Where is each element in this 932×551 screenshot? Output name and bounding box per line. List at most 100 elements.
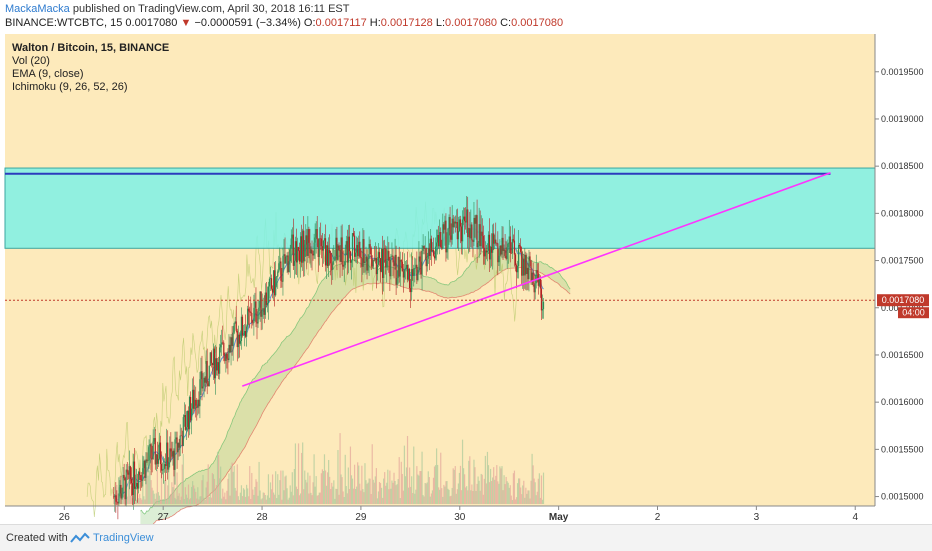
candle-body (323, 238, 326, 241)
legend-ema[interactable]: EMA (9, close) (12, 68, 84, 80)
volume-bar (184, 487, 186, 504)
y-tick-label: 0.0015500 (881, 444, 924, 454)
candle-body (233, 322, 235, 333)
volume-bar (386, 482, 388, 504)
candle-body (418, 256, 420, 270)
volume-bar (400, 461, 402, 504)
candle-body (157, 458, 159, 464)
candle-body (135, 482, 138, 487)
candle-body (443, 224, 445, 230)
volume-bar (372, 479, 374, 504)
candle-body (479, 224, 481, 247)
candle-body (176, 437, 178, 453)
candle-body (392, 255, 394, 263)
volume-bar (353, 464, 356, 504)
volume-bar (185, 494, 188, 504)
candle-body (215, 358, 218, 371)
volume-bar (258, 461, 260, 504)
candle-body (452, 218, 454, 228)
candle-body (284, 254, 286, 264)
candle-body (189, 397, 192, 421)
volume-bar (371, 444, 373, 504)
volume-bar (205, 487, 207, 504)
volume-bar (415, 489, 417, 504)
candle-body (432, 249, 435, 256)
volume-bar (195, 491, 197, 504)
candle-body (194, 399, 196, 409)
author-link[interactable]: MackaMacka (5, 3, 70, 15)
candle-body (123, 474, 125, 479)
candle-body (268, 278, 271, 287)
volume-bar (198, 499, 200, 504)
candle-body (168, 462, 170, 470)
candle-body (257, 311, 259, 324)
legend-ichimoku[interactable]: Ichimoku (9, 26, 52, 26) (12, 81, 128, 93)
candle-body (534, 283, 536, 293)
candles-layer (113, 195, 545, 520)
plot-background (5, 34, 875, 506)
candle-body (287, 255, 289, 273)
volume-bar (220, 466, 222, 504)
candle-body (132, 461, 135, 496)
candle-body (256, 322, 258, 324)
volume-bar (542, 472, 545, 504)
volume-bar (408, 467, 411, 504)
y-tick-label: 0.0015000 (881, 492, 924, 502)
volume-bar (267, 474, 270, 504)
candle-body (532, 272, 534, 286)
legend-volume[interactable]: Vol (20) (12, 55, 50, 67)
volume-bar (441, 488, 443, 504)
volume-bar (512, 473, 515, 504)
volume-bar (491, 481, 493, 504)
tradingview-logo-icon[interactable] (70, 532, 90, 544)
volume-bar (233, 465, 235, 504)
candle-body (375, 257, 377, 275)
candle-body (410, 288, 412, 293)
volume-bar (376, 498, 379, 504)
volume-bar (222, 488, 224, 504)
y-axis[interactable]: 0.0015000 0.0015500 0.0016000 0.0016500 0.00… (875, 67, 924, 502)
volume-bar (126, 496, 128, 504)
volume-bar (262, 492, 264, 504)
volume-bar (265, 499, 267, 504)
volume-bar (159, 499, 162, 504)
candle-body (349, 251, 352, 263)
volume-bar (477, 476, 479, 504)
volume-bar (290, 491, 292, 504)
candle-body (329, 250, 331, 253)
volume-bar (289, 485, 291, 504)
candle-body (291, 234, 293, 239)
close-label: C: (500, 17, 512, 29)
candle-body (280, 261, 282, 281)
volume-bar (283, 490, 285, 504)
volume-bar (523, 480, 525, 504)
volume-bar (506, 481, 508, 504)
candle-body (134, 486, 137, 489)
candle-body (357, 245, 359, 257)
candle-body (310, 249, 312, 254)
candle-body (283, 254, 285, 256)
volume-bar (206, 481, 208, 504)
candle-body (117, 502, 119, 504)
volume-bar (448, 489, 450, 504)
volume-bar (158, 495, 161, 504)
volume-bar (203, 497, 205, 504)
volume-bar (156, 470, 158, 504)
volume-bar (188, 499, 191, 504)
x-tick-label: 28 (256, 512, 268, 523)
volume-bar (319, 492, 321, 504)
candle-body (510, 253, 512, 254)
candle-body (151, 458, 153, 460)
tradingview-brand-link[interactable]: TradingView (93, 532, 154, 544)
candle-body (497, 243, 499, 263)
volume-bar (471, 484, 473, 504)
volume-bar (284, 476, 286, 504)
volume-bar (213, 478, 216, 504)
volume-bar (229, 495, 231, 504)
volume-bar (161, 499, 164, 504)
symbol-label[interactable]: BINANCE:WTCBTC, 15 (5, 17, 123, 29)
x-axis[interactable]: 26 27 28 29 30 May 2 3 4 (59, 506, 859, 523)
volume-bar (496, 465, 498, 504)
x-tick-label: 4 (852, 512, 858, 523)
candle-body (279, 261, 281, 264)
